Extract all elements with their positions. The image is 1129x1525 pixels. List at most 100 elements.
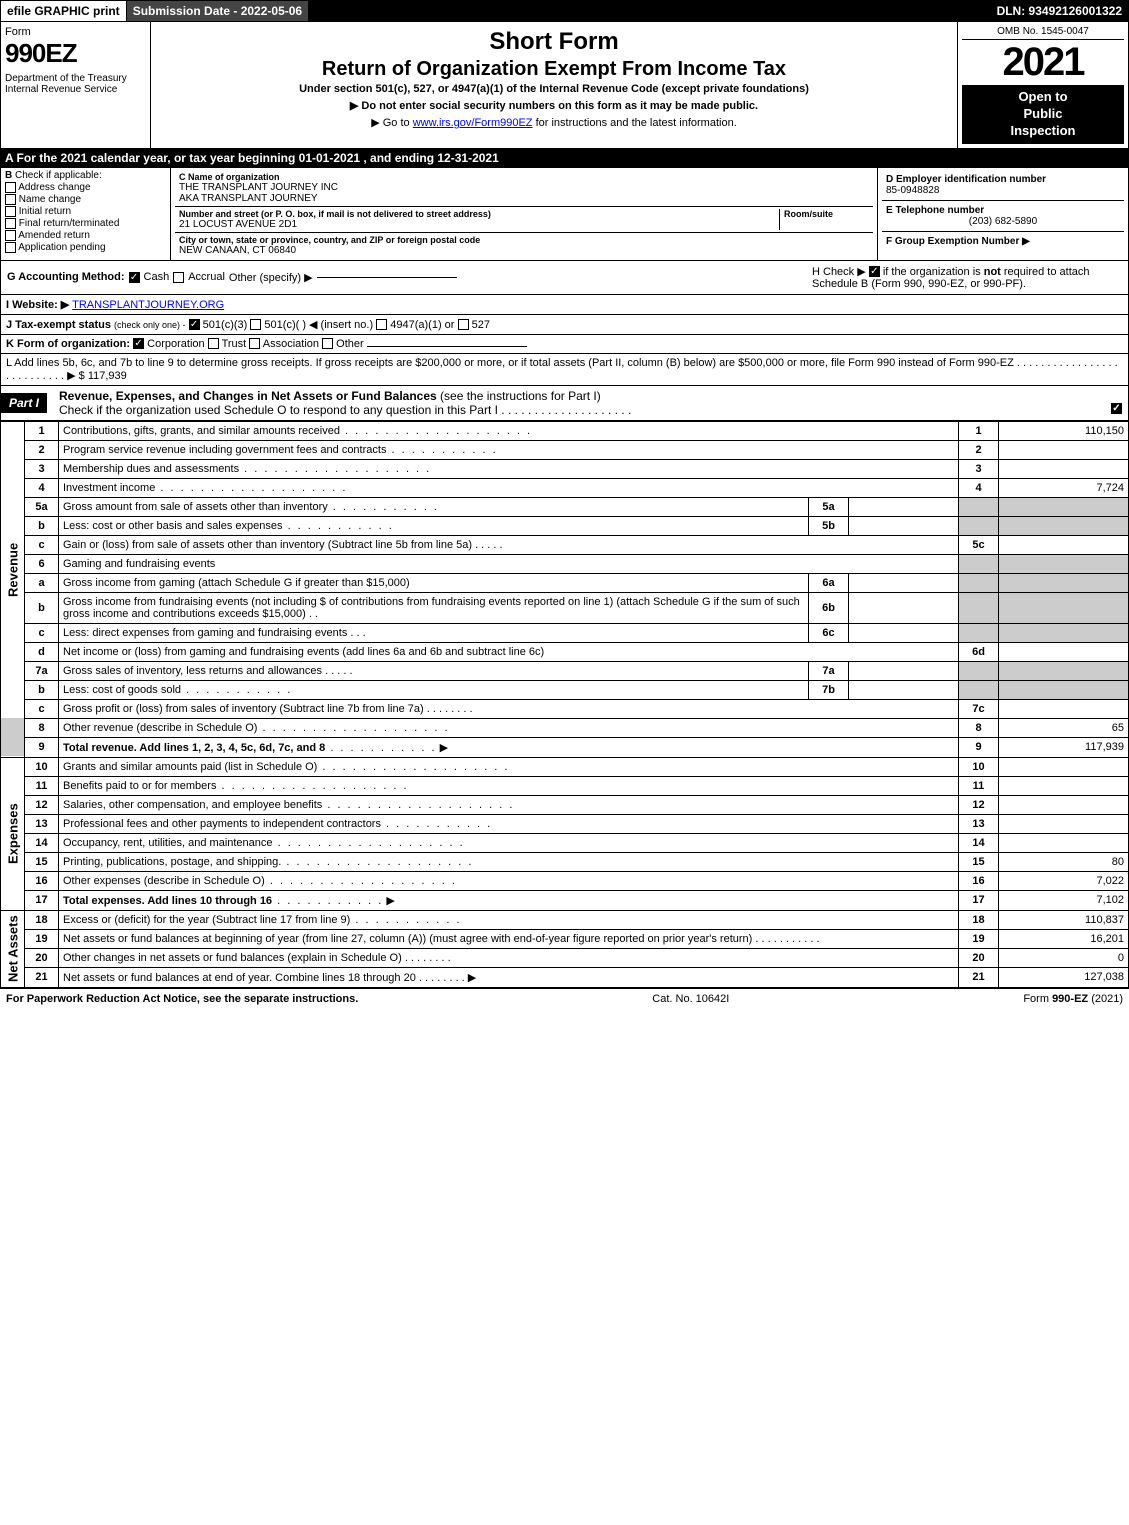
line-14-amt xyxy=(999,833,1129,852)
dln-label: DLN: 93492126001322 xyxy=(991,1,1128,21)
line-k: K Form of organization: ✓ Corporation Tr… xyxy=(0,335,1129,354)
form-word: Form xyxy=(5,26,146,38)
opt-address-change[interactable]: Address change xyxy=(5,182,166,193)
main-title: Return of Organization Exempt From Incom… xyxy=(161,58,947,81)
line-7b-sub: 7b xyxy=(809,680,849,699)
line-21-amt: 127,038 xyxy=(999,967,1129,987)
part-i-desc: Revenue, Expenses, and Changes in Net As… xyxy=(53,386,1128,420)
g-label: G Accounting Method: xyxy=(7,271,125,283)
j-501c3-checkbox[interactable]: ✓ xyxy=(189,319,200,330)
inspection-box: Open to Public Inspection xyxy=(962,85,1124,144)
line-7a-desc: Gross sales of inventory, less returns a… xyxy=(63,665,322,677)
opt-application-pending[interactable]: Application pending xyxy=(5,242,166,253)
j-label: J Tax-exempt status xyxy=(6,319,111,331)
submission-date: Submission Date - 2022-05-06 xyxy=(127,1,308,21)
other-specify-input[interactable] xyxy=(317,277,457,278)
line-13-desc: Professional fees and other payments to … xyxy=(63,818,381,830)
k-other: Other xyxy=(336,338,364,350)
note-1: ▶ Do not enter social security numbers o… xyxy=(161,99,947,112)
line-5b-desc: Less: cost or other basis and sales expe… xyxy=(63,520,283,532)
line-11-desc: Benefits paid to or for members xyxy=(63,780,216,792)
tax-year: 2021 xyxy=(962,40,1124,85)
line-5a-desc: Gross amount from sale of assets other t… xyxy=(63,501,328,513)
line-12-amt xyxy=(999,795,1129,814)
line-14-desc: Occupancy, rent, utilities, and maintena… xyxy=(63,837,273,849)
g-other: Other (specify) ▶ xyxy=(229,271,313,284)
form-header: Form 990EZ Department of the Treasury In… xyxy=(0,22,1129,149)
f-group-label: F Group Exemption Number ▶ xyxy=(886,236,1120,247)
efile-label[interactable]: efile GRAPHIC print xyxy=(1,1,126,21)
line-7c-desc: Gross profit or (loss) from sales of inv… xyxy=(63,703,424,715)
ein-value: 85-0948828 xyxy=(886,185,1120,196)
line-10-amt xyxy=(999,757,1129,776)
website-link[interactable]: TRANSPLANTJOURNEY.ORG xyxy=(72,299,224,311)
line-5c-amt xyxy=(999,535,1129,554)
line-15-amt: 80 xyxy=(999,852,1129,871)
h-pre: H Check ▶ xyxy=(812,266,869,278)
line-6b-desc: Gross income from fundraising events (no… xyxy=(63,596,800,620)
line-7b-desc: Less: cost of goods sold xyxy=(63,684,181,696)
header-center: Short Form Return of Organization Exempt… xyxy=(151,22,958,148)
b-label: B xyxy=(5,170,12,181)
room-label: Room/suite xyxy=(784,209,869,219)
k-trust-checkbox[interactable] xyxy=(208,338,219,349)
omb-number: OMB No. 1545-0047 xyxy=(962,26,1124,40)
k-label: K Form of organization: xyxy=(6,338,130,350)
j-501c-checkbox[interactable] xyxy=(250,319,261,330)
k-other-checkbox[interactable] xyxy=(322,338,333,349)
opt-name-change[interactable]: Name change xyxy=(5,194,166,205)
opt-amended-return[interactable]: Amended return xyxy=(5,230,166,241)
line-4-desc: Investment income xyxy=(63,482,155,494)
k-corp-checkbox[interactable]: ✓ xyxy=(133,338,144,349)
cash-checkbox[interactable]: ✓ xyxy=(129,272,140,283)
g-cash: Cash xyxy=(144,271,170,283)
k-trust: Trust xyxy=(222,338,247,350)
k-assoc: Association xyxy=(263,338,319,350)
j-527: 527 xyxy=(472,319,490,331)
i-label: I Website: ▶ xyxy=(6,299,69,311)
opt-final-return[interactable]: Final return/terminated xyxy=(5,218,166,229)
line-11-amt xyxy=(999,776,1129,795)
line-6c-desc: Less: direct expenses from gaming and fu… xyxy=(63,627,347,639)
part-i-check[interactable]: ✓ xyxy=(1111,403,1122,414)
org-name: THE TRANSPLANT JOURNEY INC xyxy=(179,182,869,193)
org-street: 21 LOCUST AVENUE 2D1 xyxy=(179,219,779,230)
k-other-input[interactable] xyxy=(367,346,527,347)
h-checkbox[interactable]: ✓ xyxy=(869,266,880,277)
j-4947-checkbox[interactable] xyxy=(376,319,387,330)
line-9-amt: 117,939 xyxy=(999,737,1129,757)
header-left: Form 990EZ Department of the Treasury In… xyxy=(1,22,151,148)
line-18-amt: 110,837 xyxy=(999,910,1129,929)
opt-initial-return[interactable]: Initial return xyxy=(5,206,166,217)
line-13-amt xyxy=(999,814,1129,833)
line-j: J Tax-exempt status (check only one) - ✓… xyxy=(0,315,1129,335)
line-1-amt: 110,150 xyxy=(999,421,1129,440)
note2-pre: ▶ Go to xyxy=(371,117,412,129)
j-527-checkbox[interactable] xyxy=(458,319,469,330)
telephone: (203) 682-5890 xyxy=(886,216,1120,227)
expenses-vlabel: Expenses xyxy=(1,757,25,910)
line-7c-amt xyxy=(999,699,1129,718)
line-i: I Website: ▶ TRANSPLANTJOURNEY.ORG xyxy=(0,295,1129,315)
h-post: if the organization is xyxy=(883,266,984,278)
line-9-desc: Total revenue. Add lines 1, 2, 3, 4, 5c,… xyxy=(63,742,325,754)
line-20-desc: Other changes in net assets or fund bala… xyxy=(63,952,402,964)
accrual-checkbox[interactable] xyxy=(173,272,184,283)
j-c: 501(c)( ) ◀ (insert no.) xyxy=(264,319,373,331)
line-20-amt: 0 xyxy=(999,948,1129,967)
k-assoc-checkbox[interactable] xyxy=(249,338,260,349)
k-corp: Corporation xyxy=(147,338,204,350)
header-right: OMB No. 1545-0047 2021 Open to Public In… xyxy=(958,22,1128,148)
section-c: C Name of organization THE TRANSPLANT JO… xyxy=(171,168,878,260)
instructions-link[interactable]: www.irs.gov/Form990EZ xyxy=(413,117,533,129)
line-19-amt: 16,201 xyxy=(999,929,1129,948)
line-6c-sub: 6c xyxy=(809,623,849,642)
line-g-h: G Accounting Method: ✓ Cash Accrual Othe… xyxy=(0,261,1129,295)
j-a1: 4947(a)(1) or xyxy=(390,319,454,331)
h-not: not xyxy=(984,266,1001,278)
line-15-desc: Printing, publications, postage, and shi… xyxy=(63,856,281,868)
org-city: NEW CANAAN, CT 06840 xyxy=(179,245,869,256)
j-c3: 501(c)(3) xyxy=(203,319,248,331)
c-city-label: City or town, state or province, country… xyxy=(179,235,869,245)
line-17-amt: 7,102 xyxy=(999,890,1129,910)
